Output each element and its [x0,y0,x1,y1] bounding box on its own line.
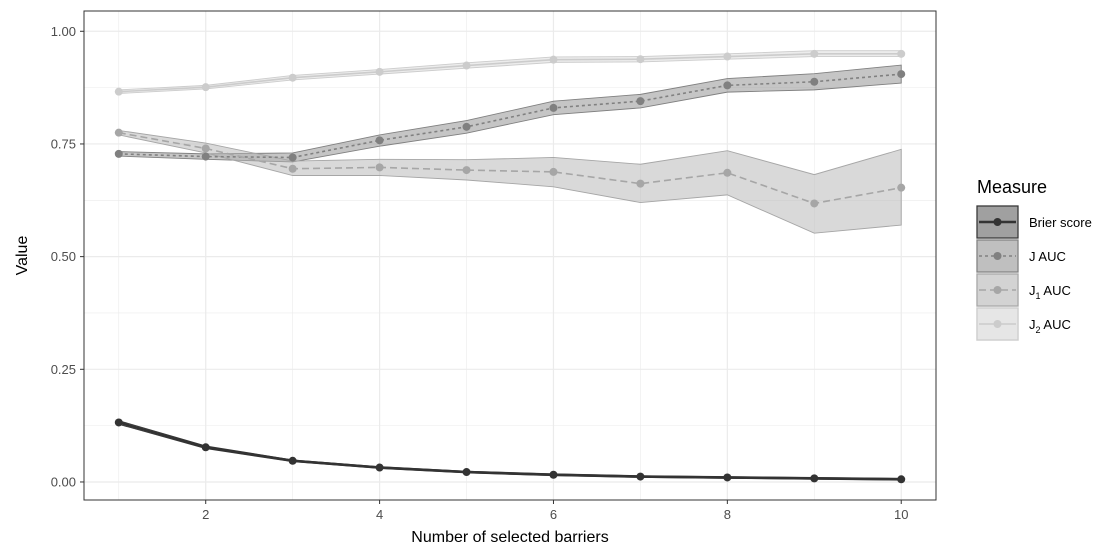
point-j1-auc [462,166,471,175]
legend-item-j2-auc: J2 AUC [976,307,1071,341]
y-tick-label: 1.00 [51,24,76,39]
point-j-auc [636,97,645,106]
point-j1-auc [810,199,819,208]
y-tick-label: 0.25 [51,362,76,377]
x-tick-label: 2 [202,507,209,522]
point-brier-score [897,475,906,484]
legend-item-brier-score: Brier score [976,205,1092,239]
legend: Measure Brier score J AUC J1 AUC J2 AUC [976,177,1092,341]
point-j1-auc [288,164,297,173]
point-brier-score [549,470,558,479]
point-j1-auc [114,128,123,137]
point-j2-auc [114,87,123,96]
y-axis-title: Value [14,236,31,276]
point-brier-score [201,443,210,452]
x-axis-title: Number of selected barriers [411,529,608,546]
x-tick-label: 8 [724,507,731,522]
point-j2-auc [723,52,732,61]
point-j-auc [723,81,732,90]
point-brier-score [636,472,645,481]
point-j-auc [201,152,210,161]
point-j-auc [549,103,558,112]
legend-label: J AUC [1029,249,1066,264]
point-j1-auc [897,183,906,192]
point-j-auc [375,136,384,145]
legend-item-j-auc: J AUC [976,239,1066,273]
point-j1-auc [201,144,210,153]
band-j-auc [118,64,902,163]
series-lines [118,53,902,481]
point-brier-score [375,463,384,472]
grid-lines [84,11,936,500]
legend-key-point [993,252,1002,260]
y-axis: 0.00 0.25 0.50 0.75 1.00 [51,24,84,489]
point-j1-auc [636,179,645,188]
line-j2-auc [118,53,902,93]
point-j-auc [288,153,297,162]
point-j1-auc [549,167,558,176]
legend-label: J2 AUC [1029,317,1071,335]
point-j-auc [897,70,906,79]
x-axis: 2 4 6 8 10 [202,500,908,522]
point-brier-score [288,456,297,465]
legend-title: Measure [977,177,1047,197]
plot-panel-border [83,10,937,501]
legend-label: Brier score [1029,215,1092,230]
point-j1-auc [723,168,732,177]
line-brier-score [118,421,902,481]
line-j1-auc [118,131,902,205]
y-tick-label: 0.50 [51,249,76,264]
point-j2-auc [636,55,645,64]
point-j1-auc [375,163,384,172]
legend-label: J1 AUC [1029,283,1071,301]
point-brier-score [462,468,471,477]
y-tick-label: 0.75 [51,136,76,151]
point-j2-auc [897,49,906,58]
y-tick-label: 0.00 [51,474,76,489]
point-brier-score [810,474,819,483]
legend-key-point [993,286,1002,294]
x-tick-label: 6 [550,507,557,522]
x-tick-label: 10 [894,507,908,522]
x-tick-label: 4 [376,507,383,522]
point-brier-score [114,418,123,427]
series-points [114,49,906,484]
point-j2-auc [810,49,819,58]
band-j1-auc [118,129,902,234]
legend-key-point [993,218,1002,226]
point-j-auc [114,149,123,158]
legend-item-j1-auc: J1 AUC [976,273,1071,307]
point-j-auc [810,77,819,86]
point-j2-auc [288,73,297,82]
point-j2-auc [201,83,210,92]
point-brier-score [723,473,732,482]
point-j2-auc [549,55,558,64]
point-j-auc [462,122,471,131]
point-j2-auc [375,67,384,76]
legend-key-point [993,320,1002,328]
point-j2-auc [462,61,471,70]
